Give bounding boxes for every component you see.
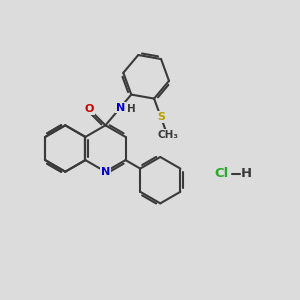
- Text: O: O: [84, 104, 94, 114]
- Text: H: H: [241, 167, 252, 180]
- Text: N: N: [101, 167, 110, 177]
- Text: S: S: [157, 112, 165, 122]
- Text: Cl: Cl: [215, 167, 229, 180]
- Text: H: H: [127, 104, 136, 114]
- Text: CH₃: CH₃: [158, 130, 179, 140]
- Text: N: N: [116, 103, 125, 112]
